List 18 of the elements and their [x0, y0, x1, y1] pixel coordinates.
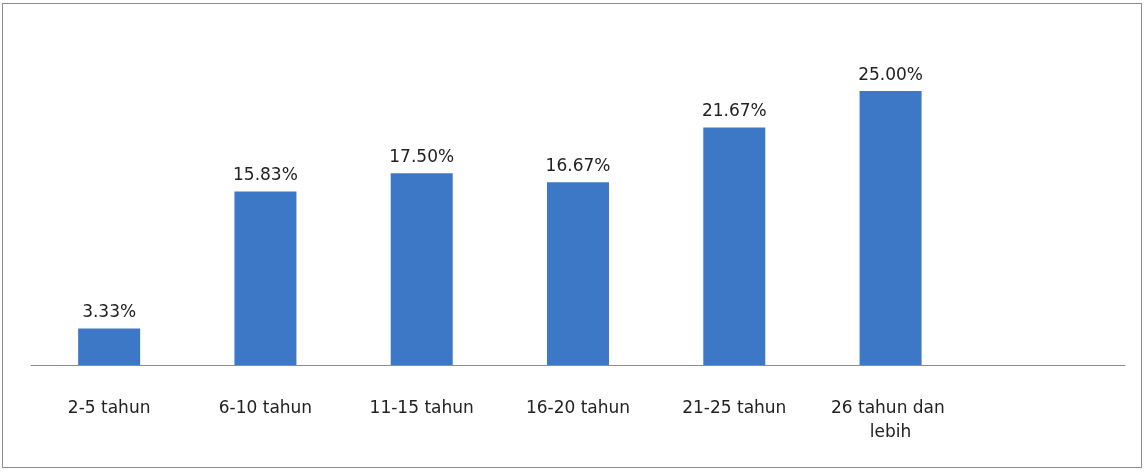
data-label: 15.83%: [233, 164, 298, 184]
x-tick-label: 16-20 tahun: [525, 397, 631, 417]
data-label: 17.50%: [389, 145, 455, 166]
data-label: 25.00%: [858, 63, 923, 84]
x-tick-label: 2-5 tahun: [67, 397, 151, 417]
data-label: 16.67%: [545, 154, 611, 175]
bar: [859, 91, 922, 365]
bar: [547, 182, 609, 365]
data-label: 21.67%: [701, 100, 767, 120]
x-tick-label: 21-25 tahun: [682, 397, 787, 417]
bar: [234, 191, 297, 365]
bar: [390, 173, 453, 365]
bar: [78, 328, 141, 365]
x-tick-label: 11-15 tahun: [369, 397, 474, 417]
data-label: 3.33%: [82, 301, 137, 321]
x-tick-label: 26 tahun dan lebih: [830, 397, 951, 441]
bar: [703, 127, 766, 365]
x-tick-label: 6-10 tahun: [218, 397, 313, 417]
